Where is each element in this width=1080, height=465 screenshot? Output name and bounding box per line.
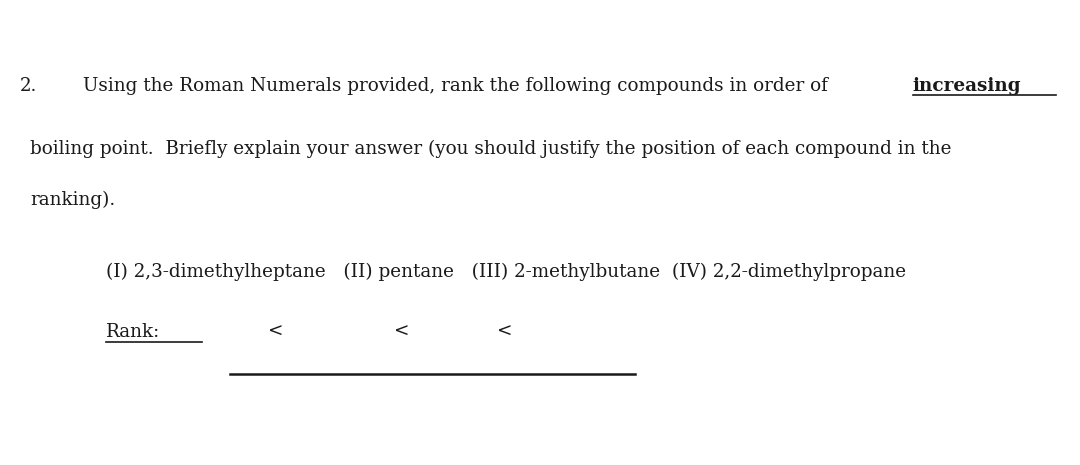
Text: Rank:: Rank:	[106, 323, 160, 341]
Text: ranking).: ranking).	[30, 191, 116, 209]
Text: <: <	[497, 323, 512, 341]
Text: Using the Roman Numerals provided, rank the following compounds in order of: Using the Roman Numerals provided, rank …	[30, 77, 834, 95]
Text: 2.: 2.	[19, 77, 37, 95]
Text: (I) 2,3-dimethylheptane   (II) pentane   (III) 2-methylbutane  (IV) 2,2-dimethyl: (I) 2,3-dimethylheptane (II) pentane (II…	[106, 263, 906, 281]
Text: <: <	[394, 323, 409, 341]
Text: <: <	[268, 323, 283, 341]
Text: increasing: increasing	[913, 77, 1021, 95]
Text: boiling point.  Briefly explain your answer (you should justify the position of : boiling point. Briefly explain your answ…	[30, 140, 951, 158]
